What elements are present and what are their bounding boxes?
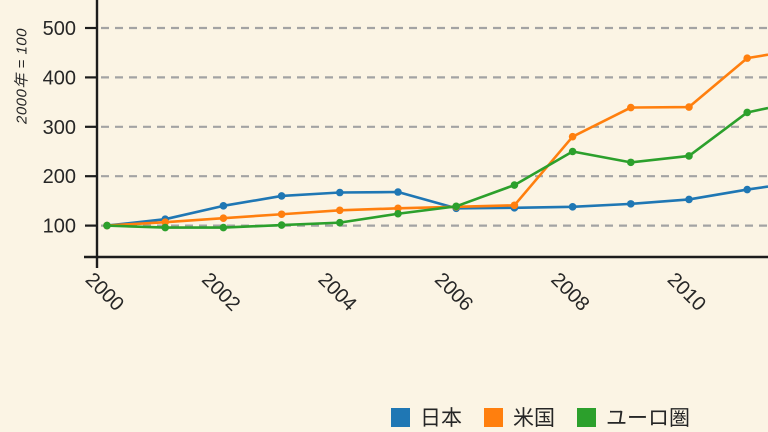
data-point-euro-2003	[277, 221, 286, 229]
x-tick-label-2004: 2004	[314, 269, 361, 316]
legend-label-japan: 日本	[420, 407, 462, 430]
data-point-us-2007	[510, 201, 519, 210]
data-point-euro-2006	[452, 202, 461, 211]
data-point-us-2010	[685, 103, 693, 111]
y-tick-label-300: 300	[43, 117, 76, 139]
legend-item-japan: 日本	[391, 402, 462, 432]
data-point-us-2011	[743, 54, 751, 62]
legend-label-euro: ユーロ圏	[606, 407, 690, 430]
data-point-us-2009	[627, 103, 635, 112]
data-point-japan-2008	[568, 203, 577, 211]
legend: 日本 米国 ユーロ圏	[391, 402, 690, 432]
data-point-euro-2002	[219, 223, 228, 232]
y-tick-label-200: 200	[43, 166, 76, 188]
y-tick-label-500: 500	[43, 18, 76, 40]
legend-swatch-us-icon	[484, 407, 503, 427]
legend-label-us: 米国	[513, 407, 555, 430]
data-point-us-2004	[336, 206, 344, 215]
x-tick-label-2010: 2010	[663, 269, 710, 316]
data-point-euro-2010	[685, 152, 693, 160]
y-tick-label-100: 100	[43, 216, 76, 238]
legend-item-us: 米国	[484, 402, 555, 432]
y-tick-label-400: 400	[43, 67, 76, 89]
y-axis-label: 2000年 = 100	[13, 28, 31, 124]
data-point-japan-2003	[277, 192, 286, 200]
line-chart-canvas: 100 200 300 400 500 2000 2002 2004 2006 2008 2010	[43, 0, 768, 316]
data-point-euro-2004	[336, 218, 344, 227]
data-point-euro-2007	[510, 181, 519, 189]
x-tick-label-2000: 2000	[81, 269, 128, 316]
data-point-us-2008	[568, 132, 577, 141]
data-point-us-2005	[394, 204, 402, 213]
legend-swatch-euro-icon	[577, 407, 596, 427]
data-point-japan-2010	[685, 195, 693, 204]
data-point-euro-2011	[743, 108, 751, 117]
data-point-japan-2005	[394, 188, 402, 196]
data-point-japan-2004	[336, 188, 344, 197]
x-tick-label-2008: 2008	[546, 269, 593, 316]
data-point-euro-2000	[103, 221, 111, 230]
legend-item-euro: ユーロ圏	[577, 402, 690, 432]
data-point-euro-2009	[627, 158, 635, 167]
data-point-japan-2002	[219, 202, 228, 210]
x-tick-label-2006: 2006	[430, 269, 477, 316]
data-point-us-2002	[219, 214, 228, 222]
data-point-euro-2008	[568, 147, 577, 156]
data-point-euro-2005	[394, 209, 402, 218]
data-point-euro-2001	[161, 223, 169, 232]
data-point-japan-2011	[743, 185, 751, 194]
data-point-japan-2009	[627, 200, 635, 208]
legend-swatch-japan-icon	[391, 407, 410, 427]
data-point-us-2003	[277, 210, 286, 219]
x-tick-label-2002: 2002	[197, 269, 244, 316]
data-point-us-2001	[161, 218, 169, 226]
